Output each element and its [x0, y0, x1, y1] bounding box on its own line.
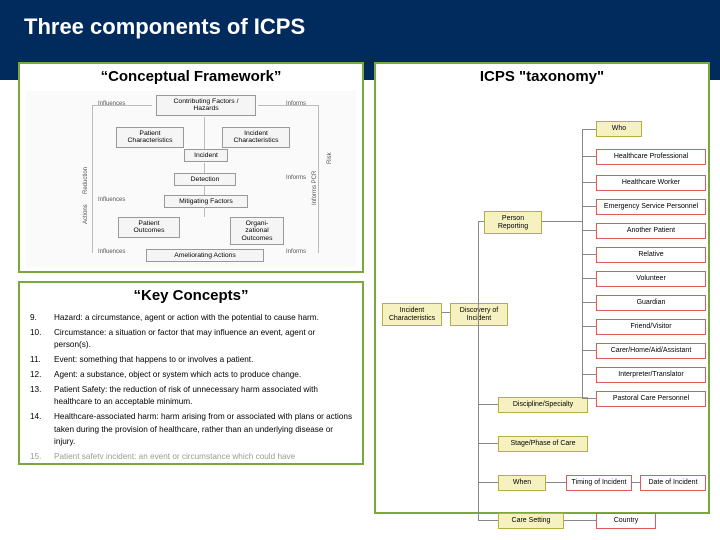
tax-node: Pastoral Care Personnel	[596, 391, 706, 407]
tax-node: Guardian	[596, 295, 706, 311]
cf-lbl-inf2: Informs	[286, 175, 306, 181]
tax-node: Discovery of Incident	[450, 303, 508, 326]
cf-diagram: Contributing Factors / Hazards Patient C…	[26, 91, 356, 267]
tax-node: Friend/Visitor	[596, 319, 706, 335]
kc-list: 9.Hazard: a circumstance, agent or actio…	[26, 310, 356, 463]
conceptual-framework-box: “Conceptual Framework” Contributing Fact…	[18, 62, 364, 273]
cf-node-incident: Incident	[184, 149, 228, 162]
tax-node: Carer/Home/Aid/Assistant	[596, 343, 706, 359]
tax-title: ICPS "taxonomy"	[382, 68, 702, 85]
tax-node: Date of Incident	[640, 475, 706, 491]
cf-lbl-inf1: Informs	[286, 101, 306, 107]
cf-lbl-infl2: Influences	[98, 197, 125, 203]
tax-node: Volunteer	[596, 271, 706, 287]
tax-diagram: Incident Characteristics Discovery of In…	[382, 91, 702, 521]
tax-node: Healthcare Professional	[596, 149, 706, 165]
tax-node: Healthcare Worker	[596, 175, 706, 191]
kc-item: 10.Circumstance: a situation or factor t…	[30, 327, 354, 352]
tax-node: Care Setting	[498, 513, 564, 529]
tax-node: Another Patient	[596, 223, 706, 239]
kc-item: 9.Hazard: a circumstance, agent or actio…	[30, 312, 354, 325]
cf-lbl-reduction: Reduction	[83, 150, 89, 194]
cf-node-patientchar: Patient Characteristics	[116, 127, 184, 148]
right-column: ICPS "taxonomy" Incident Characteristics…	[370, 62, 720, 532]
kc-title: “Key Concepts”	[26, 287, 356, 304]
left-column: “Conceptual Framework” Contributing Fact…	[0, 62, 370, 532]
slide-title: Three components of ICPS	[24, 14, 696, 40]
tax-node: Timing of Incident	[566, 475, 632, 491]
cf-lbl-infl1: Influences	[98, 101, 125, 107]
cf-lbl-infl3: Influences	[98, 249, 125, 255]
cf-node-mitigating: Mitigating Factors	[164, 195, 248, 208]
slide-content: “Conceptual Framework” Contributing Fact…	[0, 62, 720, 532]
kc-item: 13.Patient Safety: the reduction of risk…	[30, 384, 354, 409]
cf-node-incidentchar: Incident Characteristics	[222, 127, 290, 148]
cf-title: “Conceptual Framework”	[26, 68, 356, 85]
cf-node-contrib: Contributing Factors / Hazards	[156, 95, 256, 116]
cf-node-detection: Detection	[174, 173, 236, 186]
cf-node-amelior: Ameliorating Actions	[146, 249, 264, 262]
tax-node: Relative	[596, 247, 706, 263]
kc-item: 15.Patient safety incident: an event or …	[30, 451, 354, 459]
tax-node: Person Reporting	[484, 211, 542, 234]
cf-node-patientout: Patient Outcomes	[118, 217, 180, 238]
tax-node: Discipline/Specialty	[498, 397, 588, 413]
cf-lbl-inf3: Informs	[286, 249, 306, 255]
cf-lbl-risk: Risk	[327, 124, 333, 164]
kc-item: 12.Agent: a substance, object or system …	[30, 369, 354, 382]
key-concepts-box: “Key Concepts” 9.Hazard: a circumstance,…	[18, 281, 364, 465]
tax-node: Stage/Phase of Care	[498, 436, 588, 452]
tax-node: Emergency Service Personnel	[596, 199, 706, 215]
tax-node: Interpreter/Translator	[596, 367, 706, 383]
taxonomy-box: ICPS "taxonomy" Incident Characteristics…	[374, 62, 710, 514]
kc-item: 14.Healthcare-associated harm: harm aris…	[30, 411, 354, 449]
tax-node: When	[498, 475, 546, 491]
kc-item: 11.Event: something that happens to or i…	[30, 354, 354, 367]
tax-node: Who	[596, 121, 642, 137]
cf-node-orgout: Organi- zational Outcomes	[230, 217, 284, 245]
tax-node: Country	[596, 513, 656, 529]
tax-node: Incident Characteristics	[382, 303, 442, 326]
